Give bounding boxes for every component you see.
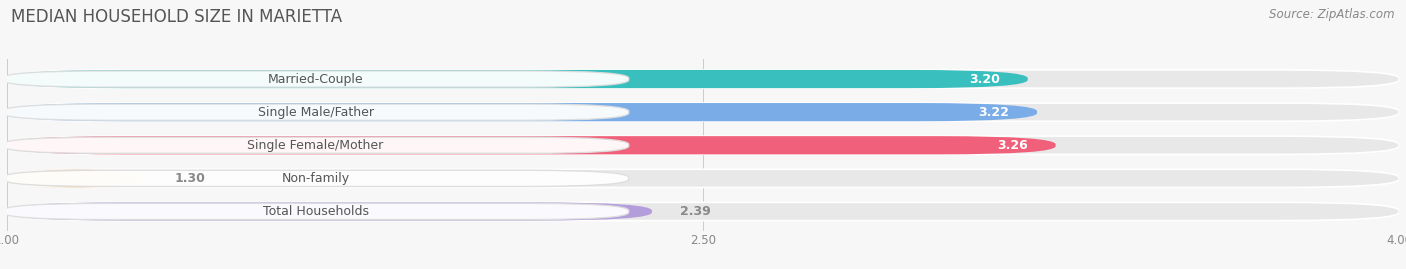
FancyBboxPatch shape <box>7 103 1038 121</box>
FancyBboxPatch shape <box>3 170 628 186</box>
FancyBboxPatch shape <box>7 103 1399 121</box>
Text: Single Male/Father: Single Male/Father <box>257 106 374 119</box>
Text: Single Female/Mother: Single Female/Mother <box>247 139 384 152</box>
Text: Married-Couple: Married-Couple <box>267 73 363 86</box>
FancyBboxPatch shape <box>7 202 652 221</box>
Text: 3.20: 3.20 <box>969 73 1000 86</box>
Text: Total Households: Total Households <box>263 205 368 218</box>
FancyBboxPatch shape <box>3 203 628 220</box>
Text: 3.26: 3.26 <box>997 139 1028 152</box>
Text: 3.22: 3.22 <box>979 106 1010 119</box>
FancyBboxPatch shape <box>7 202 1399 221</box>
FancyBboxPatch shape <box>7 169 146 187</box>
FancyBboxPatch shape <box>3 71 628 87</box>
Text: 2.39: 2.39 <box>681 205 710 218</box>
FancyBboxPatch shape <box>7 169 1399 187</box>
FancyBboxPatch shape <box>3 104 628 120</box>
Text: MEDIAN HOUSEHOLD SIZE IN MARIETTA: MEDIAN HOUSEHOLD SIZE IN MARIETTA <box>11 8 343 26</box>
FancyBboxPatch shape <box>7 136 1056 154</box>
Text: Non-family: Non-family <box>281 172 350 185</box>
Text: Source: ZipAtlas.com: Source: ZipAtlas.com <box>1270 8 1395 21</box>
Text: 1.30: 1.30 <box>174 172 205 185</box>
FancyBboxPatch shape <box>7 70 1028 88</box>
FancyBboxPatch shape <box>3 137 628 153</box>
FancyBboxPatch shape <box>7 70 1399 88</box>
FancyBboxPatch shape <box>7 136 1399 154</box>
